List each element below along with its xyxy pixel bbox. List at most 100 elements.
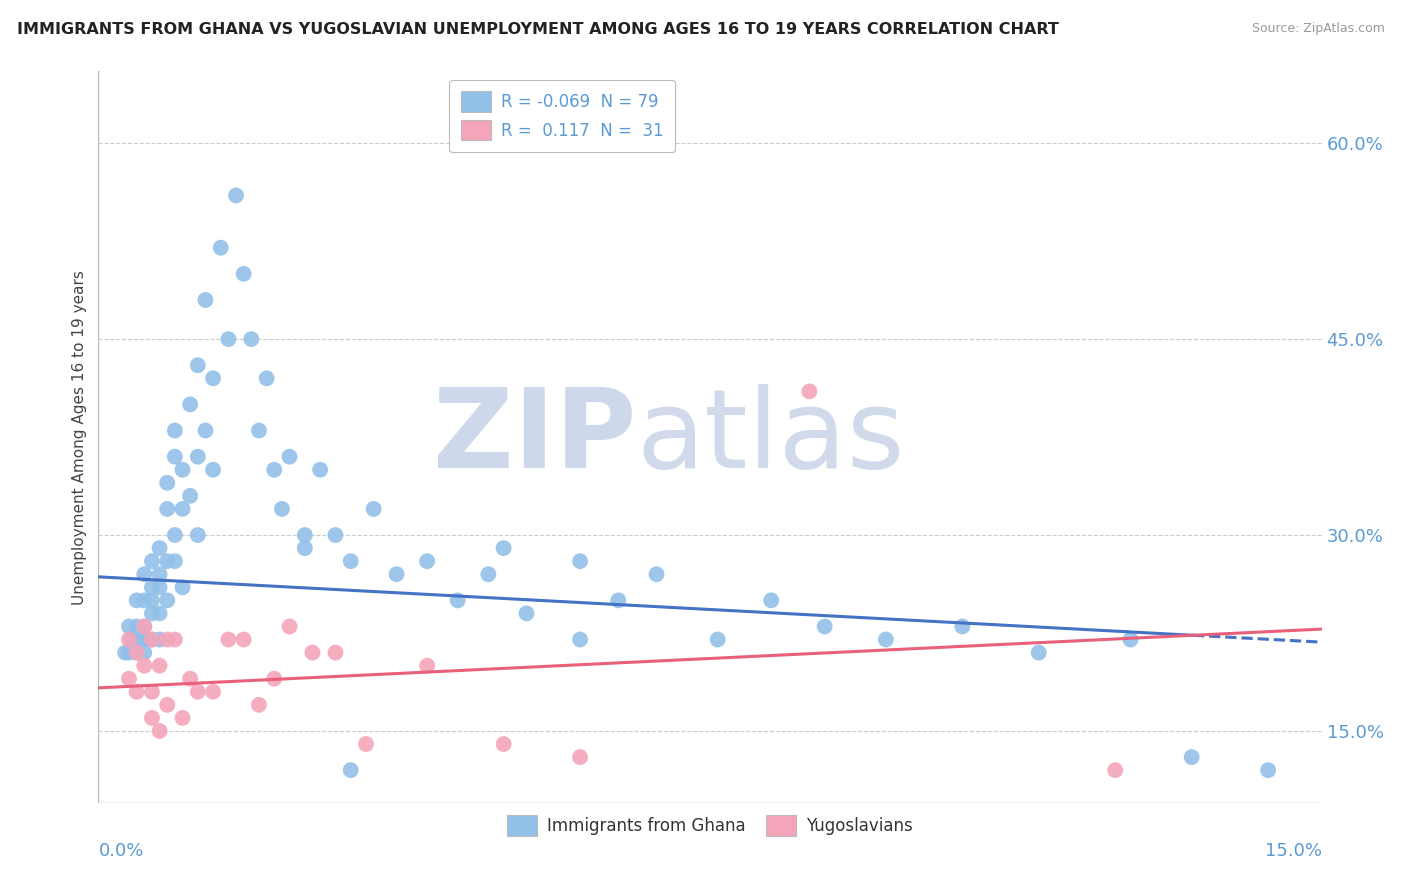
Point: [301, 646, 323, 660]
Point: [194, 424, 217, 438]
Point: [163, 528, 186, 542]
Point: [141, 632, 163, 647]
Point: [163, 450, 186, 464]
Point: [263, 463, 285, 477]
Point: [814, 619, 837, 633]
Point: [325, 528, 347, 542]
Point: [125, 619, 148, 633]
Text: IMMIGRANTS FROM GHANA VS YUGOSLAVIAN UNEMPLOYMENT AMONG AGES 16 TO 19 YEARS CORR: IMMIGRANTS FROM GHANA VS YUGOSLAVIAN UNE…: [17, 22, 1059, 37]
Point: [134, 619, 156, 633]
Point: [141, 593, 163, 607]
Point: [363, 502, 385, 516]
Point: [209, 241, 232, 255]
Point: [179, 672, 201, 686]
Point: [141, 685, 163, 699]
Point: [354, 737, 377, 751]
Point: [134, 567, 156, 582]
Point: [339, 763, 361, 777]
Point: [141, 580, 163, 594]
Point: [706, 632, 728, 647]
Point: [759, 593, 782, 607]
Point: [194, 293, 217, 307]
Point: [202, 685, 225, 699]
Point: [569, 554, 592, 568]
Point: [447, 593, 470, 607]
Point: [141, 607, 163, 621]
Point: [163, 424, 186, 438]
Point: [247, 698, 270, 712]
Point: [114, 646, 136, 660]
Point: [141, 711, 163, 725]
Point: [125, 646, 148, 660]
Point: [1028, 646, 1050, 660]
Point: [156, 475, 179, 490]
Point: [477, 567, 499, 582]
Point: [1119, 632, 1142, 647]
Point: [134, 593, 156, 607]
Point: [385, 567, 408, 582]
Point: [163, 632, 186, 647]
Point: [134, 619, 156, 633]
Point: [118, 632, 141, 647]
Point: [202, 463, 225, 477]
Point: [172, 502, 194, 516]
Point: [141, 554, 163, 568]
Point: [163, 554, 186, 568]
Point: [875, 632, 897, 647]
Point: [256, 371, 278, 385]
Point: [270, 502, 294, 516]
Point: [217, 632, 239, 647]
Point: [416, 658, 439, 673]
Point: [118, 672, 141, 686]
Point: [125, 593, 148, 607]
Text: 15.0%: 15.0%: [1264, 842, 1322, 860]
Point: [1181, 750, 1204, 764]
Point: [149, 580, 172, 594]
Point: [515, 607, 537, 621]
Point: [118, 619, 141, 633]
Text: Source: ZipAtlas.com: Source: ZipAtlas.com: [1251, 22, 1385, 36]
Point: [156, 698, 179, 712]
Point: [121, 632, 143, 647]
Point: [187, 685, 209, 699]
Point: [149, 723, 172, 738]
Point: [1104, 763, 1126, 777]
Point: [645, 567, 668, 582]
Point: [149, 567, 172, 582]
Point: [187, 528, 209, 542]
Text: ZIP: ZIP: [433, 384, 637, 491]
Point: [240, 332, 263, 346]
Point: [607, 593, 630, 607]
Point: [134, 632, 156, 647]
Point: [278, 450, 301, 464]
Point: [172, 711, 194, 725]
Point: [217, 332, 239, 346]
Point: [339, 554, 361, 568]
Point: [179, 397, 201, 411]
Legend: Immigrants from Ghana, Yugoslavians: Immigrants from Ghana, Yugoslavians: [498, 805, 922, 846]
Point: [232, 632, 254, 647]
Text: atlas: atlas: [637, 384, 905, 491]
Point: [202, 371, 225, 385]
Point: [187, 358, 209, 372]
Point: [141, 632, 163, 647]
Point: [416, 554, 439, 568]
Point: [232, 267, 254, 281]
Point: [125, 646, 148, 660]
Point: [125, 685, 148, 699]
Point: [156, 554, 179, 568]
Point: [149, 607, 172, 621]
Point: [118, 646, 141, 660]
Point: [799, 384, 821, 399]
Point: [247, 424, 270, 438]
Point: [134, 646, 156, 660]
Point: [149, 541, 172, 555]
Point: [1257, 763, 1279, 777]
Point: [569, 750, 592, 764]
Y-axis label: Unemployment Among Ages 16 to 19 years: Unemployment Among Ages 16 to 19 years: [72, 269, 87, 605]
Point: [263, 672, 285, 686]
Point: [129, 632, 152, 647]
Point: [309, 463, 332, 477]
Point: [492, 737, 515, 751]
Point: [134, 658, 156, 673]
